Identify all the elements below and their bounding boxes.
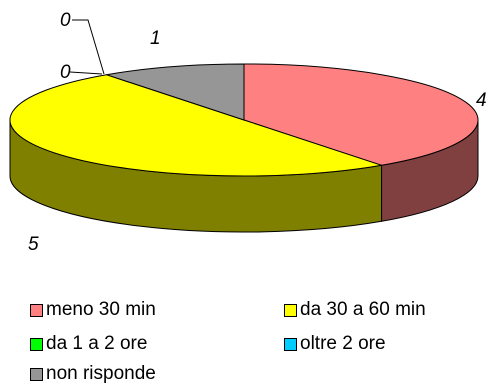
pie-slices [9, 63, 479, 177]
legend: meno 30 min da 30 a 60 min da 1 a 2 ore … [30, 298, 490, 388]
legend-item-non-risponde: non risponde [30, 362, 156, 386]
leader-line-oltre-2-ore [72, 19, 105, 75]
data-label-meno-30-min: 4 [476, 90, 487, 111]
legend-item-meno-30-min: meno 30 min [30, 298, 156, 322]
pie-slice-da-30-a-60-min [9, 74, 382, 177]
legend-label: da 1 a 2 ore [46, 333, 148, 354]
legend-label: meno 30 min [46, 299, 156, 320]
legend-swatch [30, 367, 43, 381]
legend-swatch [284, 337, 297, 351]
pie-slice-non-risponde [106, 63, 245, 121]
pie-slice-meno-30-min [243, 63, 479, 166]
legend-swatch [284, 303, 297, 317]
legend-item-da-1-a-2-ore: da 1 a 2 ore [30, 332, 147, 356]
legend-label: da 30 a 60 min [300, 299, 426, 320]
data-label-oltre-2-ore: 0 [60, 10, 71, 31]
data-label-non-risponde: 1 [150, 28, 161, 49]
data-label-da-1-a-2-ore: 0 [60, 62, 71, 83]
pie-chart: 4 5 0 0 1 [9, 10, 487, 255]
legend-swatch [30, 303, 43, 317]
pie-data-labels: 4 5 0 0 1 [28, 10, 487, 255]
legend-label: non risponde [46, 363, 156, 384]
legend-item-da-30-a-60-min: da 30 a 60 min [284, 298, 426, 322]
legend-item-oltre-2-ore: oltre 2 ore [284, 332, 386, 356]
data-label-da-30-a-60-min: 5 [28, 234, 39, 255]
leader-line-da-1-a-2-ore [69, 71, 103, 75]
legend-swatch [30, 337, 43, 351]
legend-label: oltre 2 ore [300, 333, 386, 354]
